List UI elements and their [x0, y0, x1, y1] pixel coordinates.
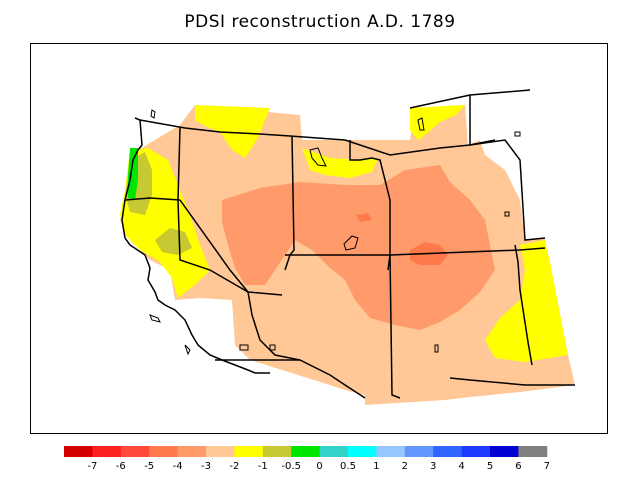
lake — [417, 117, 425, 131]
id-border — [177, 127, 283, 296]
lake — [184, 344, 191, 356]
state-line-ok — [449, 377, 575, 386]
state-lines-mid — [349, 140, 391, 271]
legend-swatch — [92, 446, 122, 457]
legend-tick-label: -3 — [201, 461, 211, 472]
pdsi-olive-patch-2 — [155, 228, 192, 255]
legend-ticks: -7 -6 -5 -4 -3 -2 -1 -0.5 0 0.5 1 2 3 4 5 6 7 — [87, 461, 550, 472]
legend-tick-label: -6 — [116, 461, 126, 472]
legend-swatch — [348, 446, 377, 457]
lake — [434, 344, 439, 353]
legend-tick-label: 3 — [430, 461, 436, 472]
pdsi-dark-spot-2 — [356, 213, 372, 222]
legend-swatch — [177, 446, 207, 457]
legend-tick-label: -5 — [144, 461, 154, 472]
state-line-nm — [389, 254, 401, 399]
wa-or-border — [124, 197, 181, 201]
legend-swatch — [518, 446, 548, 457]
legend-tick-label: 4 — [458, 461, 464, 472]
lakes — [149, 109, 521, 356]
lake — [269, 344, 276, 351]
state-line-east — [469, 95, 546, 241]
legend-swatch — [433, 446, 463, 457]
legend-swatch — [149, 446, 179, 457]
boundary-lines — [121, 89, 575, 399]
pdsi-yellow-nd — [410, 105, 465, 140]
pdsi-map — [120, 89, 575, 405]
pdsi-yellow-north — [195, 105, 270, 158]
legend-tick-label: 6 — [515, 461, 521, 472]
legend-swatch — [376, 446, 406, 457]
legend-swatch — [490, 446, 519, 457]
legend-swatch — [64, 446, 93, 457]
legend-swatch — [206, 446, 235, 457]
legend-swatch — [404, 446, 434, 457]
legend-tick-label: -7 — [87, 461, 97, 472]
lake — [150, 109, 156, 119]
state-lines-mountain — [284, 135, 295, 271]
legend-swatches — [64, 446, 548, 457]
us-canada-border — [139, 119, 346, 141]
legend-tick-label: -0.5 — [281, 461, 301, 472]
map-frame — [30, 43, 608, 434]
legend-tick-label: -1 — [258, 461, 268, 472]
lake — [504, 211, 510, 217]
lake — [239, 344, 249, 351]
legend-tick-label: 2 — [402, 461, 408, 472]
state-line-ks — [514, 244, 533, 366]
pdsi-orange-core — [222, 165, 495, 330]
legend-swatch — [461, 446, 491, 457]
legend-tick-label: 0.5 — [340, 461, 356, 472]
legend-swatch — [234, 446, 264, 457]
legend-swatch — [319, 446, 349, 457]
state-lines-co — [285, 247, 546, 256]
legend-tick-label: 5 — [487, 461, 493, 472]
map-title: PDSI reconstruction A.D. 1789 — [184, 12, 456, 32]
pdsi-green-strip — [128, 148, 138, 200]
lake — [149, 314, 161, 323]
legend-tick-label: 0 — [316, 461, 322, 472]
legend-tick-label: -2 — [229, 461, 239, 472]
legend-tick-label: -4 — [173, 461, 183, 472]
legend-swatch — [120, 446, 150, 457]
legend-swatch — [262, 446, 292, 457]
state-line-nv — [179, 199, 301, 361]
mexico-border — [215, 359, 366, 399]
lake — [309, 147, 327, 167]
coastline — [121, 117, 270, 374]
legend-swatch — [291, 446, 321, 457]
legend-tick-label: 7 — [544, 461, 550, 472]
lake — [514, 131, 521, 137]
legend-tick-label: 1 — [373, 461, 379, 472]
pdsi-yellow-east — [485, 240, 568, 362]
lake — [343, 235, 359, 251]
state-line-nd — [409, 89, 531, 109]
